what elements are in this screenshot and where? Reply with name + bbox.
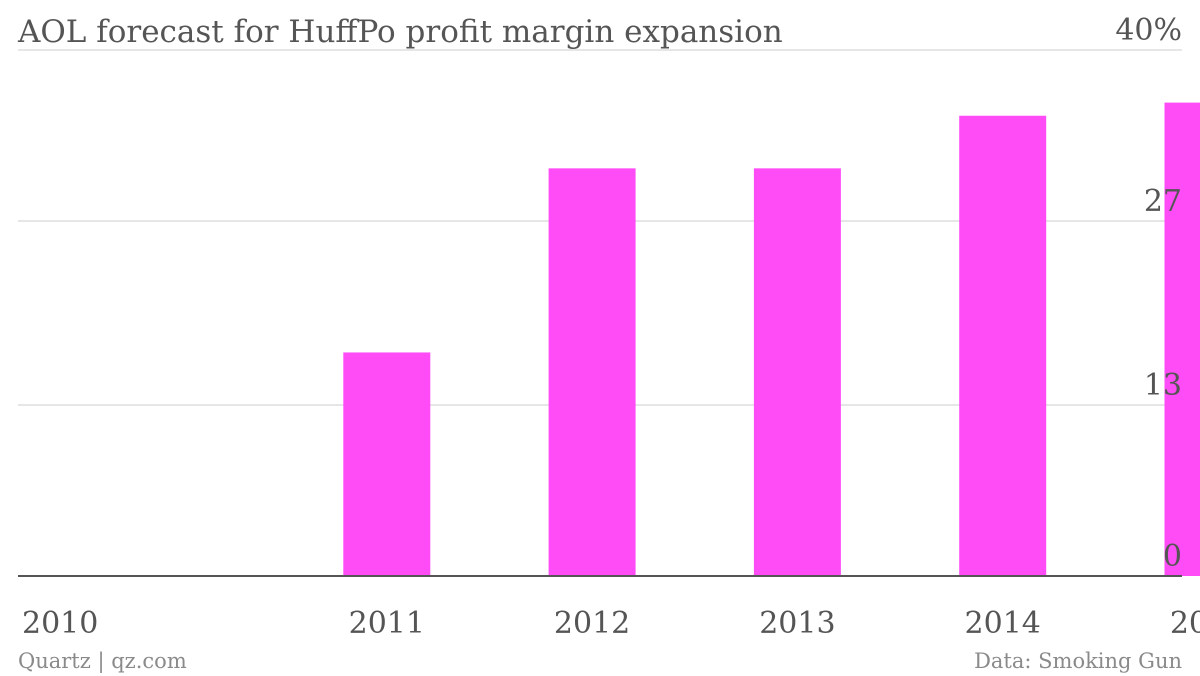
x-tick-label: 2012 — [554, 606, 630, 641]
x-tick-label: 2013 — [759, 606, 835, 641]
x-tick-label: 2011 — [349, 606, 425, 641]
y-tick-label: 27 — [1144, 184, 1182, 219]
chart-title: AOL forecast for HuffPo profit margin ex… — [17, 14, 783, 50]
bars — [343, 102, 1200, 576]
footer-source: Data: Smoking Gun — [974, 649, 1182, 673]
bar-2014 — [959, 115, 1047, 576]
x-axis-ticks: 2010 2011 2012 2013 2014 2015 — [22, 606, 1200, 641]
x-tick-label: 2015 — [1170, 606, 1200, 641]
x-tick-label: 2014 — [965, 606, 1041, 641]
bar-2015 — [1164, 102, 1200, 576]
y-axis-ticks: 0 13 27 40% — [1115, 13, 1182, 574]
x-tick-label: 2010 — [22, 606, 98, 641]
bar-2012 — [548, 168, 636, 576]
bar-2011 — [343, 352, 431, 576]
footer-credit: Quartz | qz.com — [18, 649, 187, 674]
y-tick-label: 40% — [1115, 13, 1182, 48]
bar-2013 — [753, 168, 841, 576]
y-tick-label: 13 — [1144, 368, 1182, 403]
y-tick-label: 0 — [1163, 539, 1182, 574]
